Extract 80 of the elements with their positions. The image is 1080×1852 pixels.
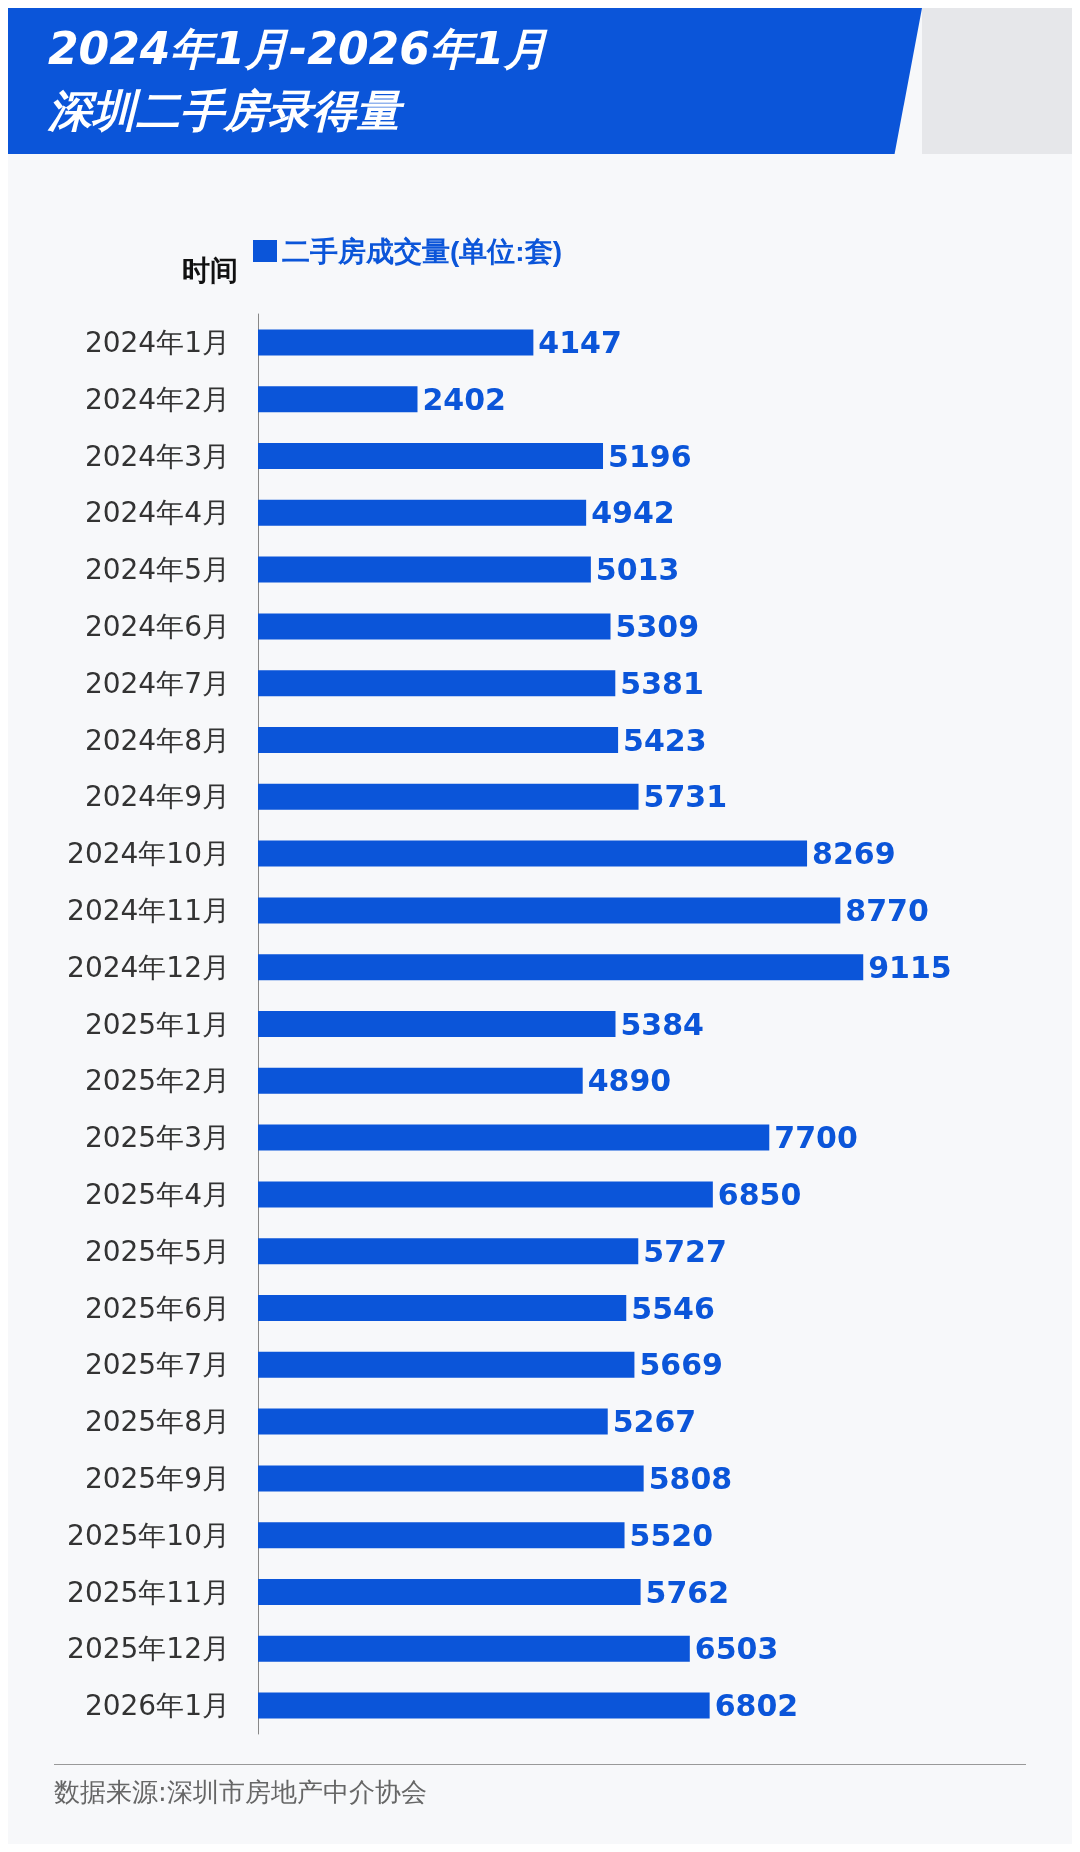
data-label: 4890 [587, 1063, 672, 1099]
y-tick-label: 2025年1月 [84, 1007, 230, 1041]
bar [258, 1351, 635, 1378]
data-label: 5381 [620, 665, 704, 701]
data-label: 5520 [629, 1517, 714, 1553]
chart-subtitle: 深圳二手房录得量 [48, 84, 406, 138]
data-label: 2402 [422, 381, 506, 417]
chart-title: 2024年1月-2026年1月 [48, 22, 550, 76]
bar [258, 499, 587, 526]
y-tick-label: 2024年8月 [84, 723, 230, 757]
bar [258, 783, 639, 810]
bar [258, 1067, 583, 1094]
bar [258, 1408, 608, 1435]
data-label: 5196 [608, 438, 692, 474]
data-label: 7700 [774, 1120, 858, 1156]
bar [258, 1124, 770, 1151]
data-label: 6802 [714, 1688, 799, 1724]
y-tick-label: 2025年4月 [84, 1177, 230, 1211]
data-label: 9115 [868, 949, 952, 985]
bar [258, 1465, 644, 1492]
y-tick-label: 2025年5月 [84, 1234, 230, 1268]
data-label: 5423 [623, 722, 707, 758]
y-tick-label: 2025年7月 [84, 1348, 230, 1382]
bar [258, 1522, 625, 1549]
bar [258, 1295, 627, 1321]
y-tick-label: 2025年10月 [67, 1518, 230, 1552]
data-label: 5727 [643, 1233, 727, 1269]
bar [258, 840, 808, 867]
bar [258, 1635, 690, 1662]
bar [258, 1238, 639, 1265]
y-tick-label: 2025年3月 [84, 1121, 230, 1155]
data-label: 8770 [845, 892, 929, 928]
data-label: 4942 [591, 495, 675, 531]
bar [258, 329, 534, 356]
bar [258, 443, 604, 469]
data-label: 5384 [620, 1006, 704, 1042]
bar [258, 954, 864, 981]
y-tick-label: 2026年1月 [84, 1689, 230, 1723]
bar [258, 386, 418, 413]
y-tick-label: 2025年9月 [84, 1461, 230, 1495]
y-tick-label: 2024年6月 [84, 609, 230, 643]
bar [258, 1011, 616, 1037]
legend-label: 二手房成交量(单位:套) [282, 235, 562, 267]
y-tick-label: 2024年3月 [84, 439, 230, 473]
bar [258, 1181, 713, 1208]
bar [258, 613, 611, 640]
data-label: 5669 [639, 1347, 723, 1383]
data-label: 5013 [595, 552, 680, 588]
data-label: 8269 [812, 836, 896, 872]
y-tick-label: 2024年12月 [67, 950, 230, 984]
data-label: 6503 [694, 1631, 779, 1667]
data-label: 5309 [615, 608, 700, 644]
y-tick-label: 2025年2月 [84, 1064, 230, 1098]
y-tick-label: 2025年11月 [67, 1575, 230, 1609]
y-tick-label: 2024年2月 [84, 382, 230, 416]
y-tick-label: 2024年5月 [84, 553, 230, 587]
data-label: 5808 [648, 1460, 733, 1496]
data-label: 5546 [631, 1290, 715, 1326]
data-label: 6850 [717, 1176, 802, 1212]
data-label: 5731 [643, 779, 728, 815]
y-tick-label: 2024年9月 [84, 780, 230, 814]
data-label: 5762 [645, 1574, 730, 1610]
y-tick-label: 2025年6月 [84, 1291, 230, 1325]
y-tick-label: 2024年1月 [84, 325, 230, 359]
y-tick-label: 2025年8月 [84, 1405, 230, 1439]
y-tick-label: 2024年7月 [84, 666, 230, 700]
bar [258, 556, 591, 583]
bar [258, 1579, 641, 1605]
y-tick-label: 2025年12月 [67, 1632, 230, 1666]
data-label: 5267 [612, 1404, 697, 1440]
bar [258, 1692, 710, 1719]
y-tick-label: 2024年4月 [84, 496, 230, 530]
bar [258, 727, 619, 753]
bar [258, 897, 841, 924]
bar [258, 670, 616, 697]
y-tick-label: 2024年11月 [67, 893, 230, 927]
y-tick-label: 2024年10月 [67, 837, 230, 871]
data-label: 4147 [538, 324, 622, 360]
y-axis-title: 时间 [182, 254, 238, 286]
source-note: 数据来源:深圳市房地产中介协会 [54, 1777, 427, 1807]
